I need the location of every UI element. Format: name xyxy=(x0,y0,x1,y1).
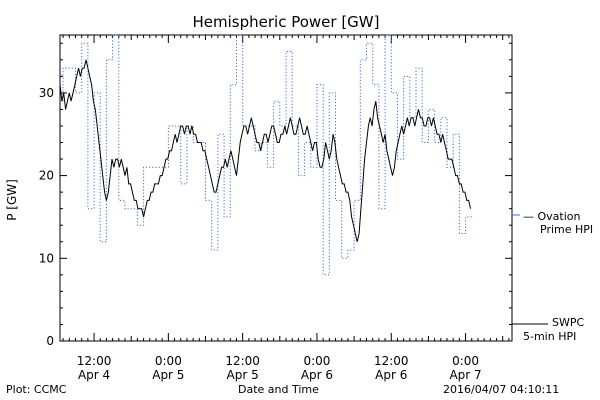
legend-ovation-line1: — Ovation xyxy=(523,210,581,223)
y-tick-label: 0 xyxy=(46,334,54,348)
x-tick-date-label: Apr 7 xyxy=(449,368,481,382)
chart-title: Hemispheric Power [GW] xyxy=(193,13,380,31)
y-tick-label: 30 xyxy=(39,86,54,100)
y-tick-label: 10 xyxy=(39,251,54,265)
legend-swpc-line2: 5-min HPI xyxy=(523,330,576,343)
x-tick-date-label: Apr 4 xyxy=(78,368,110,382)
x-tick-time-label: 0:00 xyxy=(303,354,330,368)
y-axis-label: P [GW] xyxy=(5,179,19,221)
ovation-prime-hpi-line xyxy=(60,34,472,276)
plot-credit: Plot: CCMC xyxy=(6,383,67,396)
x-tick-date-label: Apr 5 xyxy=(227,368,259,382)
x-axis-label: Date and Time xyxy=(238,383,319,396)
x-tick-time-label: 0:00 xyxy=(452,354,479,368)
plot-timestamp: 2016/04/07 04:10:11 xyxy=(443,383,560,396)
y-axis: 0 10 20 30 xyxy=(39,42,512,348)
x-tick-time-label: 12:00 xyxy=(77,354,112,368)
x-tick-time-label: 12:00 xyxy=(374,354,409,368)
plot-frame xyxy=(59,34,513,342)
legend-swpc-line1: SWPC xyxy=(552,316,584,329)
x-tick-date-label: Apr 6 xyxy=(375,368,407,382)
x-tick-time-label: 0:00 xyxy=(155,354,182,368)
legend-ovation-line2: Prime HPI xyxy=(540,223,593,236)
swpc-hpi-line xyxy=(59,59,471,242)
x-tick-date-label: Apr 5 xyxy=(152,368,184,382)
x-tick-date-label: Apr 6 xyxy=(301,368,333,382)
y-tick-label: 20 xyxy=(39,169,54,183)
x-tick-time-label: 12:00 xyxy=(225,354,260,368)
